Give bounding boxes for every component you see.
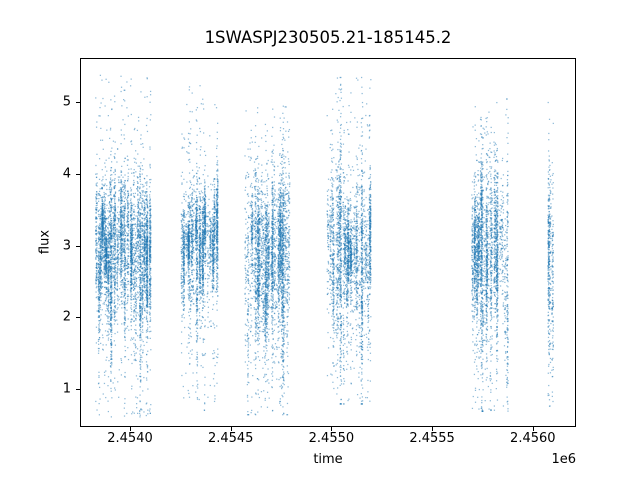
y-tick-mark bbox=[76, 245, 80, 247]
x-tick-label: 2.4540 bbox=[107, 431, 153, 446]
y-tick-mark bbox=[76, 102, 80, 103]
x-axis-offset-label: 1e6 bbox=[551, 452, 576, 467]
x-tick-label: 2.4555 bbox=[409, 431, 455, 446]
chart-title: 1SWASPJ230505.21-185145.2 bbox=[204, 28, 452, 47]
y-tick-label: 2 bbox=[62, 309, 71, 325]
y-axis-label: flux bbox=[37, 229, 53, 255]
y-tick-mark bbox=[76, 317, 80, 319]
x-tick-mark bbox=[130, 427, 131, 431]
x-tick-mark bbox=[532, 427, 534, 431]
x-tick-label: 2.4550 bbox=[308, 431, 355, 446]
y-tick-label: 4 bbox=[62, 166, 71, 182]
y-tick-label: 5 bbox=[62, 94, 71, 110]
x-tick-label: 2.4560 bbox=[510, 431, 556, 446]
y-tick-mark bbox=[76, 173, 80, 175]
x-tick-mark bbox=[230, 427, 232, 431]
x-axis-label: time bbox=[313, 452, 343, 467]
plot-area bbox=[80, 57, 576, 427]
x-tick-mark bbox=[331, 427, 333, 431]
x-tick-mark bbox=[432, 427, 434, 431]
y-tick-mark bbox=[76, 389, 80, 390]
y-tick-label: 3 bbox=[62, 238, 71, 253]
y-tick-label: 1 bbox=[62, 381, 71, 397]
x-tick-label: 2.4545 bbox=[207, 431, 254, 446]
